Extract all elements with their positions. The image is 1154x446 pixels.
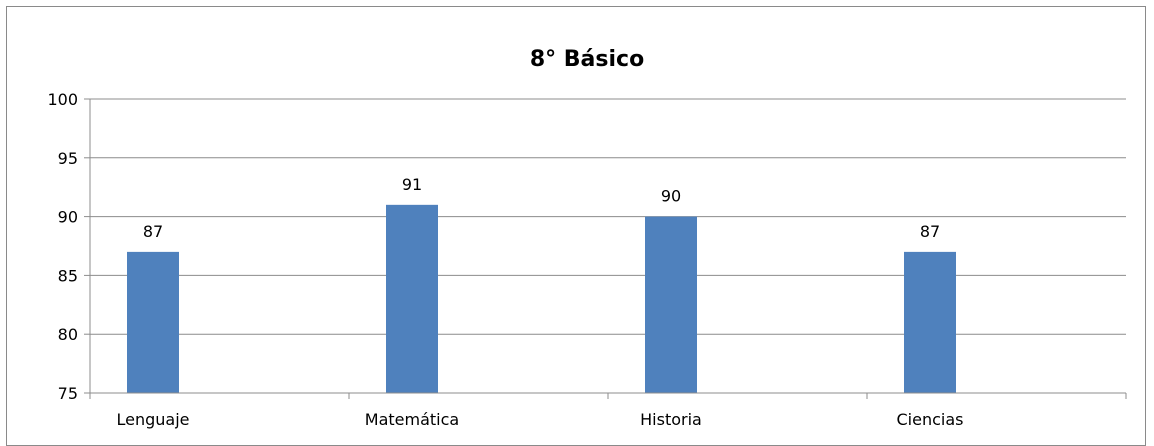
y-tick-label: 75 <box>58 384 78 403</box>
bar-lenguaje <box>127 251 179 393</box>
y-tick-label: 95 <box>58 149 78 168</box>
x-tick-label: Lenguaje <box>116 410 189 429</box>
gridlines <box>90 98 1126 335</box>
data-label: 91 <box>402 175 422 194</box>
x-tick-label: Matemática <box>365 410 459 429</box>
bar-chart: 8° Básico 75 80 85 90 95 100 87 91 90 87 Lenguaj… <box>47 47 1127 429</box>
data-label: 87 <box>920 222 940 241</box>
bar-matemática <box>386 204 438 393</box>
y-tick-label: 100 <box>47 90 78 109</box>
data-label: 87 <box>143 222 163 241</box>
x-tick-label: Historia <box>640 410 702 429</box>
x-axis: Lenguaje Matemática Historia Ciencias <box>89 392 1127 429</box>
y-axis: 75 80 85 90 95 100 <box>47 90 91 403</box>
x-tick-label: Ciencias <box>897 410 964 429</box>
bars: 87 91 90 87 <box>127 175 956 393</box>
y-tick-label: 80 <box>58 325 78 344</box>
chart-title: 8° Básico <box>530 47 644 72</box>
data-label: 90 <box>661 187 681 206</box>
y-tick-label: 90 <box>58 208 78 227</box>
bar-historia <box>645 216 697 393</box>
bar-ciencias <box>904 251 956 393</box>
y-tick-label: 85 <box>58 266 78 285</box>
